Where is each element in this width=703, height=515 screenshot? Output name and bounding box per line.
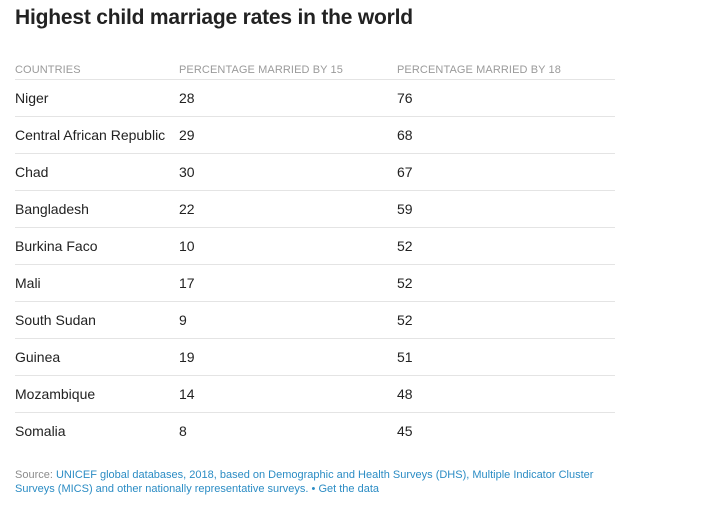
married-by-18-cell: 68 [397, 116, 615, 154]
country-cell: Somalia [15, 423, 66, 439]
table-row: Niger 28 76 [15, 79, 615, 117]
country-cell: Burkina Faco [15, 227, 179, 265]
country-cell: Niger [15, 79, 179, 117]
married-by-18-cell: 59 [397, 190, 615, 228]
country-cell: Bangladesh [15, 190, 179, 228]
married-by-18-cell: 45 [397, 423, 413, 439]
table-row: Guinea 19 51 [15, 338, 615, 376]
country-cell: Mali [15, 264, 179, 302]
married-by-18-cell: 52 [397, 264, 615, 302]
married-by-18-cell: 52 [397, 227, 615, 265]
country-cell: Chad [15, 153, 179, 191]
footer-separator: • [311, 483, 316, 495]
get-the-data-link[interactable]: Get the data [318, 483, 379, 495]
table-header-row: COUNTRIES PERCENTAGE MARRIED BY 15 PERCE… [15, 60, 615, 80]
table-row: South Sudan 9 52 [15, 301, 615, 339]
married-by-15-cell: 14 [179, 375, 397, 413]
chart-title: Highest child marriage rates in the worl… [15, 6, 413, 29]
table-row: Mozambique 14 48 [15, 375, 615, 413]
married-by-15-cell: 28 [179, 79, 397, 117]
table-row: Mali 17 52 [15, 264, 615, 302]
country-cell: South Sudan [15, 301, 179, 339]
table-row: Somalia 8 45 [15, 413, 615, 450]
table-row: Bangladesh 22 59 [15, 190, 615, 228]
source-link[interactable]: UNICEF global databases, 2018, based on … [15, 469, 594, 495]
table-row: Burkina Faco 10 52 [15, 227, 615, 265]
column-header-countries: COUNTRIES [15, 60, 179, 80]
data-table: COUNTRIES PERCENTAGE MARRIED BY 15 PERCE… [15, 60, 615, 449]
column-header-married-by-15: PERCENTAGE MARRIED BY 15 [179, 60, 397, 80]
married-by-15-cell: 30 [179, 153, 397, 191]
married-by-18-cell: 76 [397, 79, 615, 117]
table-row: Chad 30 67 [15, 153, 615, 191]
married-by-15-cell: 8 [179, 423, 187, 439]
married-by-15-cell: 10 [179, 227, 397, 265]
married-by-15-cell: 17 [179, 264, 397, 302]
country-cell: Central African Republic [15, 116, 179, 154]
source-footer: Source: UNICEF global databases, 2018, b… [15, 468, 615, 496]
married-by-18-cell: 67 [397, 153, 615, 191]
married-by-18-cell: 48 [397, 375, 615, 413]
married-by-18-cell: 52 [397, 301, 615, 339]
table-row: Central African Republic 29 68 [15, 116, 615, 154]
married-by-15-cell: 9 [179, 301, 397, 339]
column-header-married-by-18: PERCENTAGE MARRIED BY 18 [397, 60, 615, 80]
married-by-18-cell: 51 [397, 338, 615, 376]
married-by-15-cell: 22 [179, 190, 397, 228]
married-by-15-cell: 29 [179, 116, 397, 154]
table-body: Niger 28 76 Central African Republic 29 68 Cha… [15, 79, 615, 450]
source-label: Source: [15, 469, 53, 481]
country-cell: Mozambique [15, 375, 179, 413]
married-by-15-cell: 19 [179, 338, 397, 376]
country-cell: Guinea [15, 338, 179, 376]
